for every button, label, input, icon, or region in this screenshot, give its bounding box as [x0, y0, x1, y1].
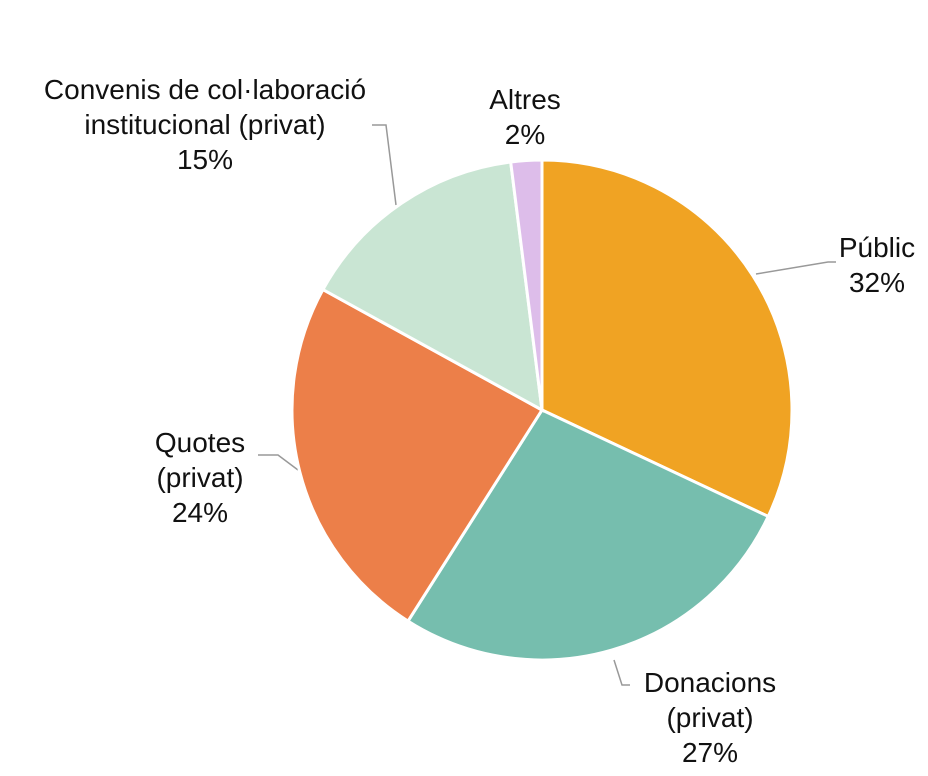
category-label: Públic: [838, 232, 916, 263]
value-label: 24%: [171, 497, 229, 528]
value-label: 27%: [681, 737, 739, 768]
value-label: 2%: [504, 119, 546, 150]
value-label: 32%: [848, 267, 906, 298]
value-label: 15%: [176, 144, 234, 175]
slice-label: Donacions (privat) 27%: [620, 665, 800, 770]
pie-slice: [290, 287, 545, 624]
pie-slice: [405, 408, 771, 662]
category-label: Altres: [489, 84, 561, 115]
pie-slice: [540, 158, 794, 519]
leader-line: [755, 261, 836, 275]
pie-slice: [508, 158, 544, 411]
slice-label: Quotes (privat) 24%: [130, 425, 270, 530]
leader-line: [613, 659, 630, 686]
category-label: Quotes (privat): [154, 427, 246, 493]
category-label: Donacions (privat): [643, 667, 777, 733]
pie-slice: [320, 160, 544, 413]
slice-label: Públic 32%: [822, 230, 928, 300]
leader-lines: [258, 124, 836, 686]
category-label: Convenis de col·laboració institucional …: [43, 74, 367, 140]
slice-label: Convenis de col·laboració institucional …: [0, 72, 410, 177]
leader-line: [258, 454, 299, 471]
leader-line: [372, 124, 397, 206]
slice-label: Altres 2%: [470, 82, 580, 152]
